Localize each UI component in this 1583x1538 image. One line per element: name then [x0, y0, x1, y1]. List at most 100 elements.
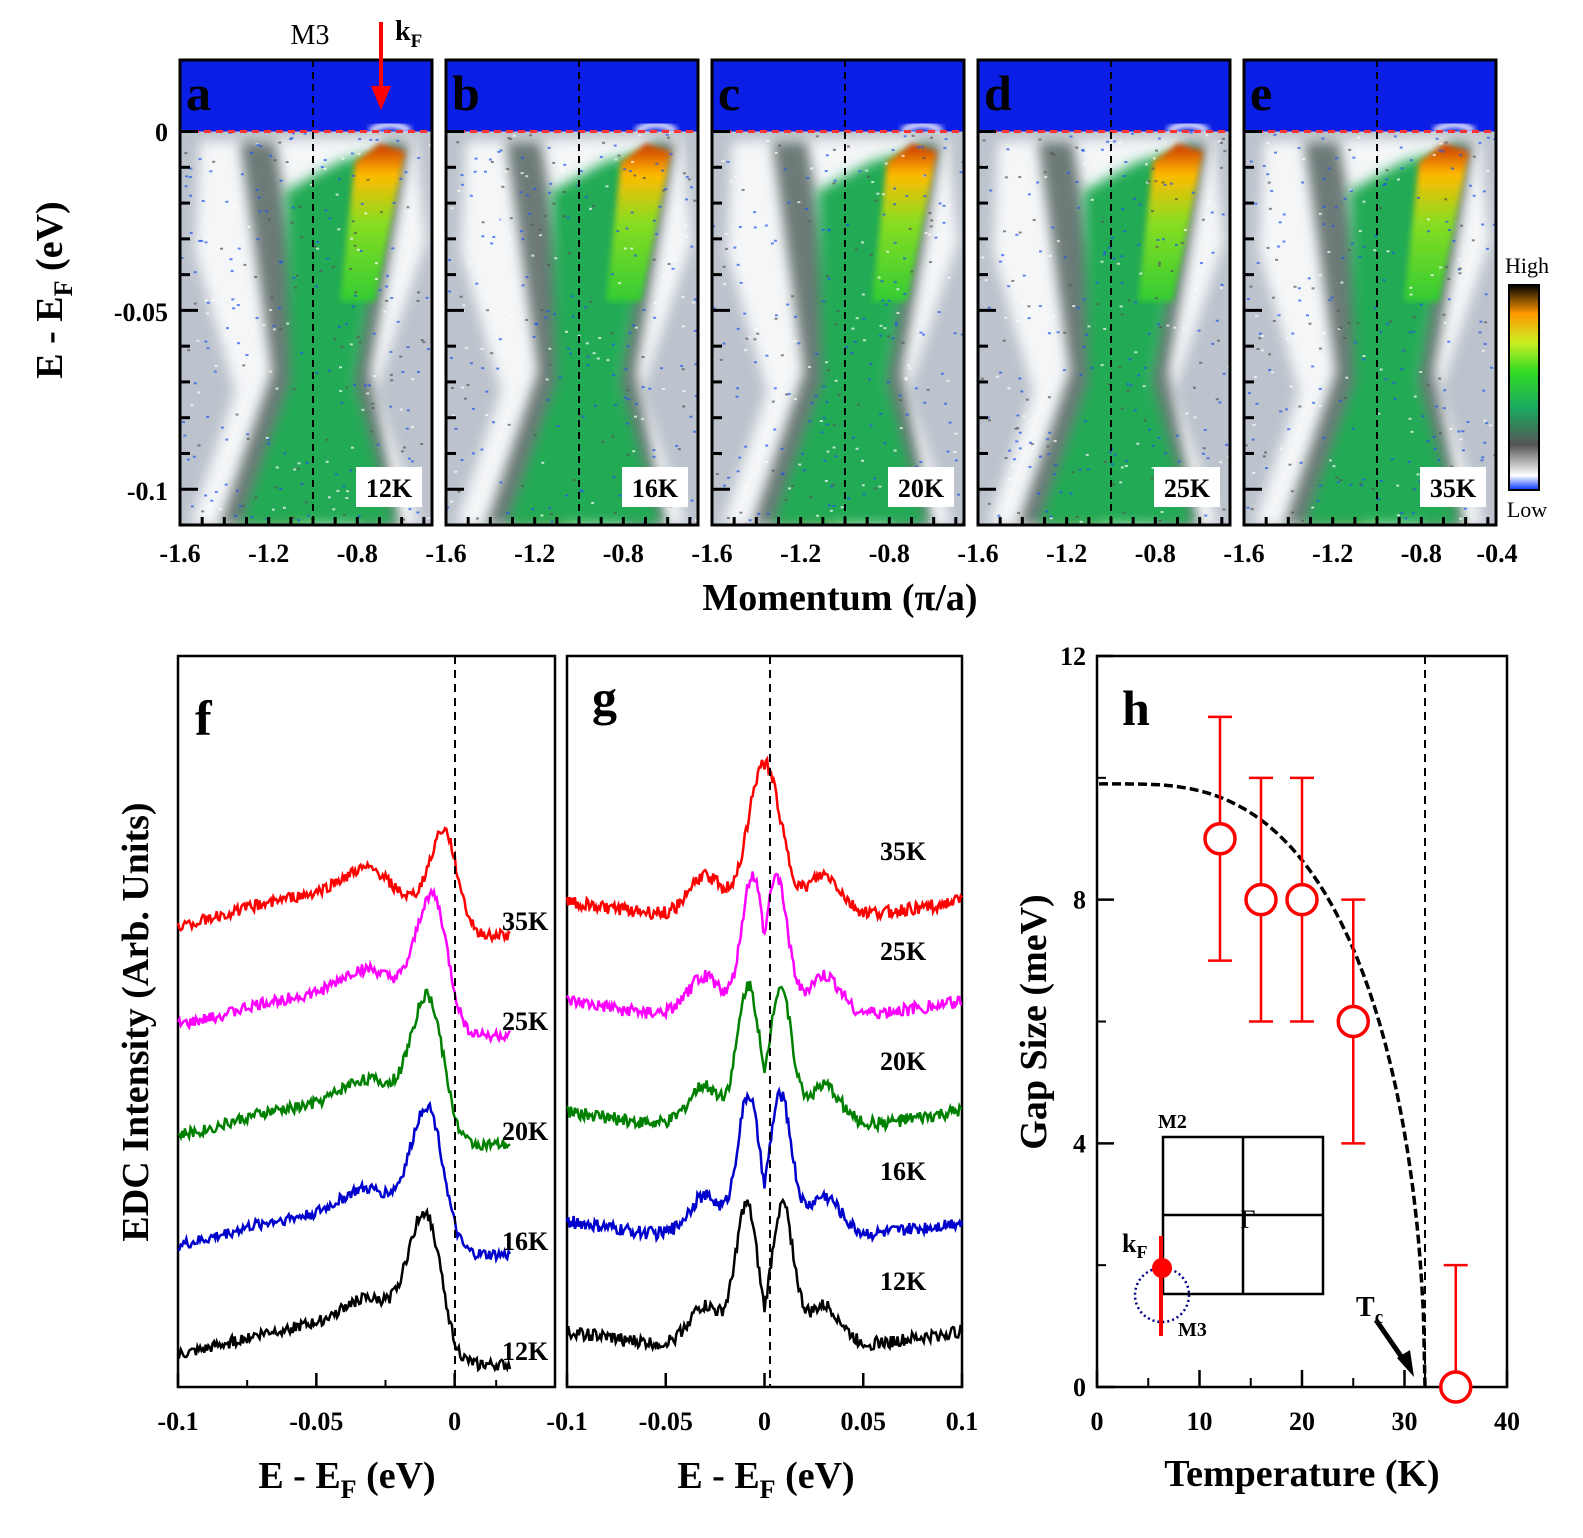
panel-letter-c: c [718, 65, 740, 121]
gap-point [1439, 1263, 1473, 1404]
h-y-title: Gap Size (meV) [1013, 894, 1055, 1149]
top-x-tick: -1.6 [957, 539, 998, 568]
top-x-tick: -0.8 [869, 539, 910, 568]
panel-h: 0 10 20 30 40 0 4 8 12 h Temperature (K) Gap Siz… [1013, 642, 1520, 1495]
g-edc-curves: 12K 16K 20K 25K 35K [565, 755, 964, 1353]
h-x-title: Temperature (K) [1164, 1453, 1439, 1495]
f-y-title: EDC Intensity (Arb. Units) [115, 802, 157, 1241]
arpes-panel-c: c 20K [710, 58, 966, 527]
top-x-tick: -0.4 [1476, 539, 1517, 568]
bz-inset: M2 Γ M3 kF [1122, 1111, 1325, 1341]
h-x-tick: 0 [1091, 1407, 1104, 1436]
h-axes: 0 10 20 30 40 0 4 8 12 [1060, 642, 1520, 1436]
temp-label-d: 25K [1164, 474, 1211, 503]
m3-label: M3 [291, 20, 330, 51]
top-x-tick: -1.2 [780, 539, 821, 568]
g-curve-16K [565, 1086, 964, 1244]
f-edc-curves: 12K 16K 20K 25K 35K [176, 826, 549, 1373]
f-x-tick: -0.05 [289, 1407, 343, 1436]
g-x-tick: 0.05 [841, 1407, 887, 1436]
top-y-axis: 0 -0.05 -0.1 E - EF (eV) [29, 118, 168, 506]
gap-point [1336, 898, 1370, 1145]
temp-label-a: 12K [366, 474, 413, 503]
kf-label: kF [395, 16, 422, 52]
top-x-tick: -1.6 [691, 539, 732, 568]
top-x-tick: -0.8 [603, 539, 644, 568]
top-x-tick: -0.8 [1135, 539, 1176, 568]
top-x-tick: -1.2 [514, 539, 555, 568]
g-x-tick: -0.05 [639, 1407, 693, 1436]
f-x-axis: -0.1 -0.05 0 [157, 1373, 498, 1436]
top-x-tick: -1.6 [159, 539, 200, 568]
h-y-tick: 4 [1073, 1129, 1086, 1158]
gap-point [1285, 776, 1319, 1023]
g-label-20K: 20K [880, 1047, 927, 1076]
colorbar-high: High [1505, 253, 1549, 278]
f-label-20K: 20K [502, 1117, 549, 1146]
inset-m2: M2 [1158, 1111, 1187, 1133]
kf-arrow [371, 22, 391, 110]
g-label-16K: 16K [880, 1157, 927, 1186]
inset-gamma: Γ [1240, 1205, 1255, 1234]
arpes-panel-d: d 25K [976, 58, 1232, 527]
f-label-35K: 35K [502, 907, 549, 936]
arpes-panel-b: b 16K [444, 58, 700, 527]
inset-m3: M3 [1178, 1319, 1207, 1341]
f-label-25K: 25K [502, 1007, 549, 1036]
h-y-tick: 8 [1073, 886, 1086, 915]
top-y-tick-1: -0.05 [114, 298, 168, 327]
temp-label-b: 16K [632, 474, 679, 503]
g-curve-35K [565, 755, 963, 923]
gap-point [1203, 715, 1237, 962]
h-x-tick: 20 [1289, 1407, 1315, 1436]
g-x-axis: -0.1 -0.05 0 0.05 0.1 [546, 1373, 978, 1436]
f-label-16K: 16K [502, 1227, 549, 1256]
h-plot [1099, 656, 1473, 1404]
h-x-tick: 40 [1494, 1407, 1520, 1436]
colorbar-low: Low [1507, 497, 1547, 522]
f-x-tick: -0.1 [157, 1407, 198, 1436]
panel-letter-b: b [452, 65, 480, 121]
panel-letter-h: h [1122, 680, 1150, 736]
temp-label-c: 20K [898, 474, 945, 503]
top-x-axis: -1.6 -1.2 -0.8 -1.6 -1.2 -0.8 -1.6 -1.2 -0.8 -1.6… [159, 539, 1517, 568]
tc-label: Tc [1356, 1292, 1383, 1328]
top-y-tick-2: -0.1 [127, 477, 168, 506]
f-curve-25K [176, 886, 512, 1045]
top-x-tick: -0.8 [337, 539, 378, 568]
top-x-title: Momentum (π/a) [702, 577, 977, 619]
panel-letter-a: a [186, 65, 211, 121]
top-y-title: E - EF (eV) [29, 201, 78, 378]
colorbar: High Low [1505, 253, 1549, 522]
g-x-title: E - EF (eV) [677, 1455, 854, 1504]
g-label-12K: 12K [880, 1267, 927, 1296]
f-label-12K: 12K [502, 1337, 549, 1366]
top-x-tick: -1.6 [1223, 539, 1264, 568]
h-x-tick: 10 [1187, 1407, 1213, 1436]
tc-arrow [1373, 1318, 1414, 1377]
arpes-panel-a: a 12K [178, 58, 434, 527]
panel-f: 12K 16K 20K 25K 35K -0.1 -0.05 0 f E - EF (eV)… [115, 654, 557, 1504]
inset-kf-dot [1152, 1258, 1172, 1278]
g-x-tick: 0 [758, 1407, 771, 1436]
g-label-35K: 35K [880, 837, 927, 866]
f-curve-20K [177, 988, 511, 1154]
h-y-tick: 0 [1073, 1373, 1086, 1402]
g-curve-25K [565, 871, 963, 1021]
panel-letter-f: f [195, 690, 213, 746]
top-x-tick: -1.2 [248, 539, 289, 568]
g-x-tick: 0.1 [946, 1407, 979, 1436]
g-curve-20K [565, 980, 963, 1135]
f-x-title: E - EF (eV) [258, 1455, 435, 1504]
arpes-panel-e: e 35K [1242, 58, 1498, 527]
arpes-panels: a 12K b 16K c 20K d 25K e 35K [178, 58, 1498, 527]
panel-g: 12K 16K 20K 25K 35K -0.1 -0.05 0 0.05 0.1 g E - … [546, 654, 978, 1504]
h-y-tick: 12 [1060, 642, 1086, 671]
temp-label-e: 35K [1430, 474, 1477, 503]
inset-kf: kF [1122, 1229, 1147, 1262]
g-label-25K: 25K [880, 937, 927, 966]
h-x-tick: 30 [1392, 1407, 1418, 1436]
panel-letter-e: e [1250, 65, 1272, 121]
top-x-tick: -1.6 [425, 539, 466, 568]
